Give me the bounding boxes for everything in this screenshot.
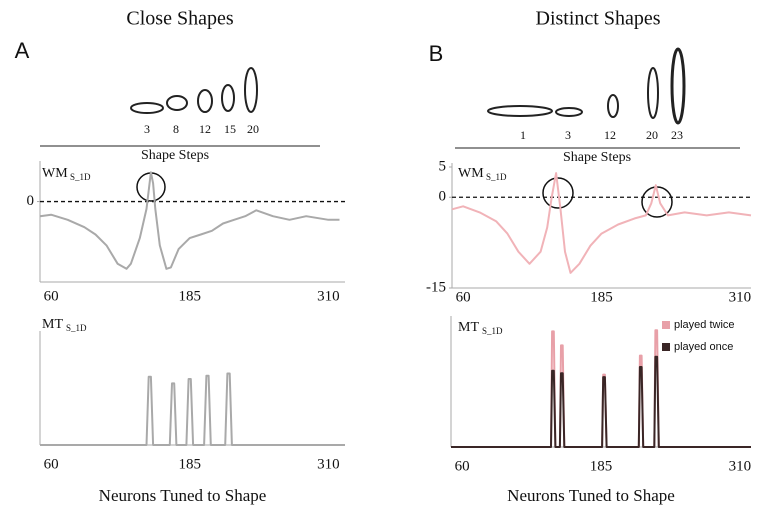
y-axis-label: WM [42,166,68,181]
shape-step: 12 [604,128,616,142]
shape-step: 12 [199,122,211,136]
shape-step: 8 [173,122,179,136]
data-line [39,171,340,270]
x-tick-label: 310 [729,458,752,474]
panel-letter: B [429,41,444,66]
x-tick-label: 310 [729,289,752,305]
shape-step: 15 [224,122,236,136]
y-tick-label: 5 [439,158,447,174]
highlight-circles [136,172,673,218]
x-tick-label: 185 [178,288,201,304]
y-tick-label: 0 [27,193,35,209]
x-axis-label: Neurons Tuned to Shape [99,486,267,505]
y-axis-label-sub: S_1D [66,323,87,333]
x-tick-label: 310 [317,288,340,304]
data-line [40,372,345,446]
y-axis-label-sub: S_1D [486,172,507,182]
legend-swatch [662,321,670,329]
panel-title: Distinct Shapes [536,8,661,30]
y-axis-label: MT [458,320,479,335]
shape-steps-label: Shape Steps [141,148,209,163]
y-axis-label: MT [42,317,63,332]
shape-step: 20 [247,122,259,136]
x-tick-label: 60 [44,288,59,304]
y-tick-label: 0 [439,189,447,205]
legend-label: played twice [674,319,735,331]
y-axis-label-sub: S_1D [70,172,91,182]
x-tick-label: 185 [590,458,613,474]
shape-glyphs [130,47,686,125]
x-tick-label: 60 [44,456,59,472]
data-line [451,172,752,274]
y-axis-label: WM [458,166,484,181]
x-tick-label: 185 [178,456,201,472]
x-tick-label: 60 [455,458,470,474]
x-tick-label: 310 [317,456,340,472]
shape-step: 3 [565,128,571,142]
shape-steps-label: Shape Steps [563,150,631,165]
shape-step: 3 [144,122,150,136]
x-axis-label: Neurons Tuned to Shape [507,486,675,505]
shape-step: 20 [646,128,658,142]
legend-label: played once [674,341,733,353]
shape-step: 1 [520,128,526,142]
data-line [451,355,751,448]
panel-title: Close Shapes [126,8,233,30]
x-tick-label: 60 [456,289,471,305]
x-tick-label: 185 [590,289,613,305]
y-tick-label: -15 [426,279,446,295]
shape-step: 23 [671,128,683,142]
panel-letter: A [15,38,30,63]
legend-swatch [662,343,670,351]
y-axis-label-sub: S_1D [482,326,503,336]
